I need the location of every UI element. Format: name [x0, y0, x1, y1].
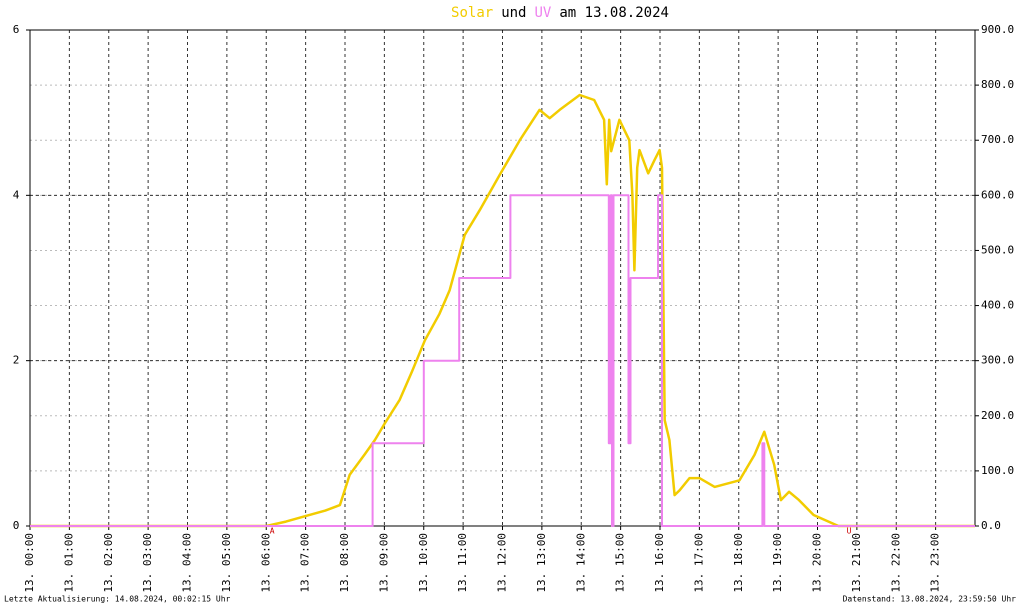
x-tick-label: 13. 23:00: [929, 533, 942, 593]
series-line: [30, 93, 975, 528]
x-tick-label: 13. 19:00: [771, 533, 784, 593]
footer-left: Letzte Aktualisierung: 14.08.2024, 00:02…: [4, 595, 231, 604]
annotation: U: [847, 527, 852, 536]
y-tick-label: 0: [13, 519, 20, 532]
y-tick-label: 4: [13, 188, 20, 201]
x-tick-label: 13. 14:00: [574, 533, 587, 593]
x-tick-label: 13. 12:00: [496, 533, 509, 593]
y2-tick-label: 300.0: [981, 354, 1014, 367]
x-tick-label: 13. 20:00: [811, 533, 824, 593]
x-tick-label: 13. 07:00: [299, 533, 312, 593]
x-tick-label: 13. 13:00: [535, 533, 548, 593]
title-part: und: [501, 5, 526, 21]
series-line: [30, 194, 975, 527]
plot-frame: [29, 29, 976, 527]
x-tick-label: 13. 11:00: [456, 533, 469, 593]
chart-title: Solar und UV am 13.08.2024: [451, 5, 669, 21]
x-tick-label: 13. 22:00: [889, 533, 902, 593]
y2-tick-label: 700.0: [981, 133, 1014, 146]
x-tick-label: 13. 05:00: [220, 533, 233, 593]
title-part: UV: [535, 5, 552, 21]
y2-tick-label: 500.0: [981, 243, 1014, 256]
x-tick-label: 13. 17:00: [692, 533, 705, 593]
y2-tick-label: 0.0: [981, 519, 1001, 532]
x-tick-label: 13. 10:00: [417, 533, 430, 593]
y2-tick-label: 900.0: [981, 23, 1014, 36]
y2-tick-label: 800.0: [981, 78, 1014, 91]
x-tick-label: 13. 03:00: [141, 533, 154, 593]
y-tick-label: 2: [13, 354, 20, 367]
footer-right: Datenstand: 13.08.2024, 23:59:50 Uhr: [843, 595, 1017, 604]
x-tick-label: 13. 04:00: [181, 533, 194, 593]
y-tick-label: 6: [13, 23, 20, 36]
x-tick-label: 13. 02:00: [102, 533, 115, 593]
y2-tick-label: 600.0: [981, 188, 1014, 201]
x-tick-label: 13. 09:00: [377, 533, 390, 593]
annotation: A: [270, 527, 275, 536]
y2-tick-label: 400.0: [981, 299, 1014, 312]
x-tick-label: 13. 00:00: [23, 533, 36, 593]
x-tick-label: 13. 08:00: [338, 533, 351, 593]
y2-tick-label: 200.0: [981, 409, 1014, 422]
x-tick-label: 13. 15:00: [614, 533, 627, 593]
x-tick-label: 13. 21:00: [850, 533, 863, 593]
y2-tick-label: 100.0: [981, 464, 1014, 477]
title-part: am 13.08.2024: [559, 5, 669, 21]
x-tick-label: 13. 18:00: [732, 533, 745, 593]
x-tick-label: 13. 16:00: [653, 533, 666, 593]
x-tick-label: 13. 01:00: [62, 533, 75, 593]
x-tick-label: 13. 06:00: [259, 533, 272, 593]
title-part: Solar: [451, 5, 493, 21]
